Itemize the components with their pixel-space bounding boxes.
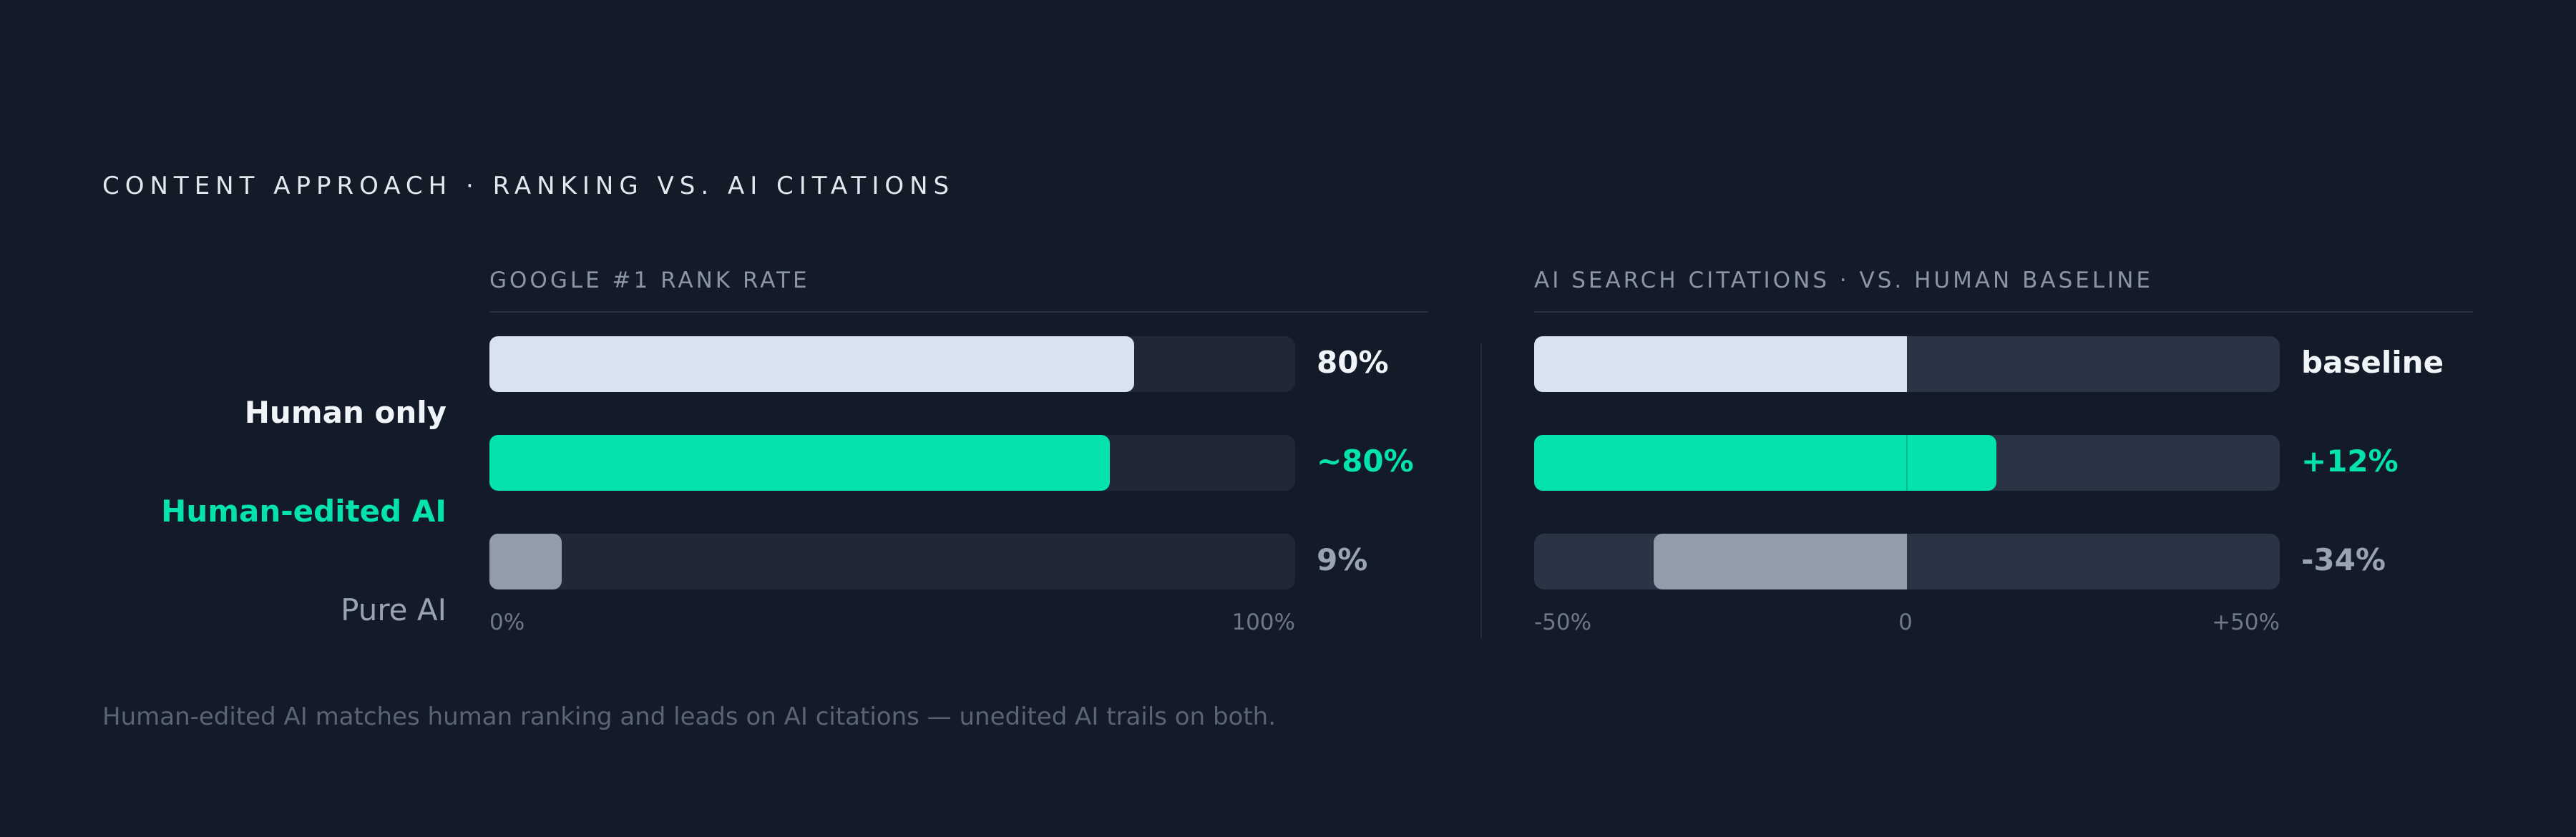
left-value-label-1: ~80%	[1317, 444, 1414, 479]
right-zero-marker-1	[1906, 435, 1908, 491]
row-label-0: Human only	[244, 395, 447, 430]
right-tick-max: +50%	[2212, 610, 2280, 635]
left-bar-2	[489, 534, 562, 589]
right-track-2	[1534, 534, 2280, 589]
right-bar-0	[1534, 336, 1907, 392]
footnote: Human-edited AI matches human ranking an…	[102, 703, 1277, 731]
right-panel-title: AI SEARCH CITATIONS · VS. HUMAN BASELINE	[1534, 268, 2154, 293]
right-bar-1	[1534, 435, 1997, 491]
panel-divider	[1480, 343, 1482, 638]
left-panel-rule	[489, 311, 1428, 313]
row-label-2: Pure AI	[341, 592, 447, 627]
left-bar-0	[489, 336, 1134, 392]
left-track-2	[489, 534, 1295, 589]
right-tick-zero: 0	[1898, 610, 1913, 635]
left-bar-1	[489, 435, 1111, 491]
left-value-label-0: 80%	[1317, 345, 1389, 380]
right-value-label-0: baseline	[2301, 345, 2444, 380]
right-bar-2	[1653, 534, 1907, 589]
right-panel-rule	[1534, 311, 2473, 313]
right-value-label-1: +12%	[2301, 444, 2399, 479]
left-tick-max: 100%	[1231, 610, 1295, 635]
right-tick-min: -50%	[1534, 610, 1592, 635]
chart-title: CONTENT APPROACH · RANKING VS. AI CITATI…	[102, 172, 955, 200]
left-value-label-2: 9%	[1317, 542, 1368, 577]
left-panel-title: GOOGLE #1 RANK RATE	[489, 268, 810, 293]
right-value-label-2: -34%	[2301, 542, 2386, 577]
left-tick-min: 0%	[489, 610, 525, 635]
row-label-1: Human-edited AI	[161, 494, 447, 529]
